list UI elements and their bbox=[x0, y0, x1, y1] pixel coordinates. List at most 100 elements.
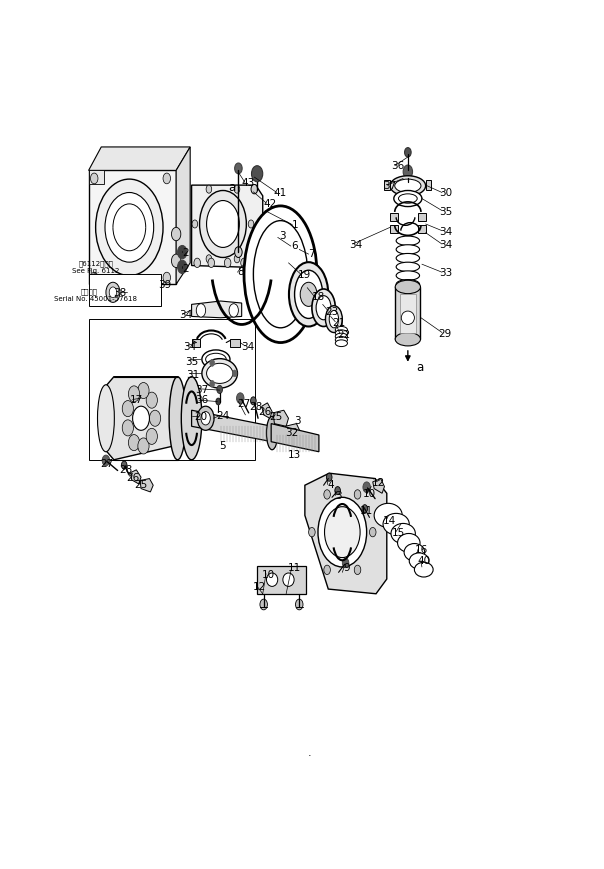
Circle shape bbox=[300, 283, 317, 307]
Circle shape bbox=[251, 185, 257, 195]
Ellipse shape bbox=[414, 562, 433, 577]
Polygon shape bbox=[89, 171, 104, 184]
Circle shape bbox=[224, 259, 231, 269]
Circle shape bbox=[199, 191, 246, 258]
Text: 37: 37 bbox=[384, 181, 397, 191]
Ellipse shape bbox=[404, 544, 425, 561]
Ellipse shape bbox=[396, 262, 420, 272]
Ellipse shape bbox=[335, 341, 347, 348]
Text: 2: 2 bbox=[182, 248, 189, 258]
Text: 22: 22 bbox=[337, 329, 350, 340]
Text: 29: 29 bbox=[439, 328, 452, 338]
Ellipse shape bbox=[383, 514, 410, 535]
Ellipse shape bbox=[396, 315, 420, 324]
Ellipse shape bbox=[410, 554, 429, 569]
Polygon shape bbox=[262, 403, 272, 419]
Circle shape bbox=[295, 600, 303, 610]
Ellipse shape bbox=[397, 534, 420, 553]
Text: 2: 2 bbox=[182, 263, 189, 273]
Circle shape bbox=[210, 381, 214, 388]
Ellipse shape bbox=[181, 377, 202, 461]
Bar bbox=[257, 566, 306, 594]
Ellipse shape bbox=[266, 574, 278, 587]
Circle shape bbox=[260, 600, 268, 610]
Text: 20: 20 bbox=[194, 412, 208, 421]
Text: 10: 10 bbox=[363, 488, 376, 499]
Text: 3: 3 bbox=[295, 415, 301, 426]
Circle shape bbox=[95, 180, 163, 276]
Text: 26: 26 bbox=[126, 472, 140, 482]
Polygon shape bbox=[176, 148, 190, 285]
Ellipse shape bbox=[169, 377, 186, 461]
Text: 参6112圖參照: 参6112圖參照 bbox=[78, 260, 113, 267]
Ellipse shape bbox=[396, 307, 420, 315]
Ellipse shape bbox=[396, 271, 420, 281]
Ellipse shape bbox=[335, 330, 347, 337]
Ellipse shape bbox=[396, 245, 420, 255]
Ellipse shape bbox=[335, 337, 347, 344]
Text: 16: 16 bbox=[414, 544, 428, 554]
Circle shape bbox=[149, 411, 161, 427]
Text: 34: 34 bbox=[184, 342, 197, 351]
Ellipse shape bbox=[312, 289, 335, 327]
Text: 33: 33 bbox=[439, 268, 452, 278]
Circle shape bbox=[138, 439, 149, 454]
Text: 39: 39 bbox=[158, 280, 171, 290]
Text: 25: 25 bbox=[135, 480, 147, 489]
Bar bbox=[395, 288, 420, 340]
Circle shape bbox=[363, 482, 370, 493]
Circle shape bbox=[342, 559, 349, 568]
Text: 34: 34 bbox=[439, 227, 452, 236]
Bar bbox=[89, 320, 255, 461]
Polygon shape bbox=[191, 302, 242, 318]
Text: 15: 15 bbox=[392, 527, 405, 538]
Text: 11: 11 bbox=[288, 562, 301, 573]
Text: 6: 6 bbox=[291, 241, 298, 251]
Text: 36: 36 bbox=[195, 395, 208, 405]
Circle shape bbox=[251, 397, 256, 405]
Text: 28: 28 bbox=[120, 465, 133, 474]
Text: 42: 42 bbox=[263, 198, 277, 209]
Ellipse shape bbox=[283, 574, 294, 587]
Circle shape bbox=[201, 412, 210, 426]
Circle shape bbox=[208, 259, 214, 269]
Text: 10: 10 bbox=[262, 569, 275, 579]
Polygon shape bbox=[385, 182, 390, 191]
Ellipse shape bbox=[202, 359, 237, 388]
Text: 21: 21 bbox=[332, 317, 345, 328]
Text: 41: 41 bbox=[274, 188, 287, 197]
Polygon shape bbox=[140, 479, 153, 493]
Text: 9: 9 bbox=[344, 562, 350, 573]
Circle shape bbox=[248, 221, 254, 229]
Text: 17: 17 bbox=[130, 395, 143, 405]
Ellipse shape bbox=[202, 350, 230, 369]
Circle shape bbox=[234, 255, 240, 263]
Circle shape bbox=[105, 193, 153, 262]
Ellipse shape bbox=[329, 311, 339, 328]
Text: 適用序號: 適用序號 bbox=[81, 289, 98, 295]
Ellipse shape bbox=[396, 236, 420, 246]
Text: 34: 34 bbox=[241, 342, 254, 351]
Circle shape bbox=[106, 283, 120, 303]
Circle shape bbox=[403, 166, 413, 179]
Text: 23: 23 bbox=[326, 307, 339, 316]
Polygon shape bbox=[426, 182, 431, 191]
Ellipse shape bbox=[295, 271, 323, 319]
Text: 8: 8 bbox=[237, 267, 244, 276]
Circle shape bbox=[206, 255, 212, 263]
Text: 7: 7 bbox=[309, 249, 315, 259]
Ellipse shape bbox=[207, 364, 233, 384]
Circle shape bbox=[121, 461, 127, 469]
Text: 34: 34 bbox=[439, 240, 452, 249]
Polygon shape bbox=[130, 470, 141, 484]
Circle shape bbox=[233, 370, 237, 377]
Circle shape bbox=[362, 505, 368, 513]
Circle shape bbox=[163, 174, 170, 184]
Circle shape bbox=[172, 255, 181, 269]
Ellipse shape bbox=[396, 289, 420, 298]
Text: 3: 3 bbox=[279, 231, 286, 241]
Text: 27: 27 bbox=[101, 459, 114, 468]
Polygon shape bbox=[285, 424, 300, 439]
Circle shape bbox=[370, 527, 376, 537]
Circle shape bbox=[217, 386, 222, 394]
